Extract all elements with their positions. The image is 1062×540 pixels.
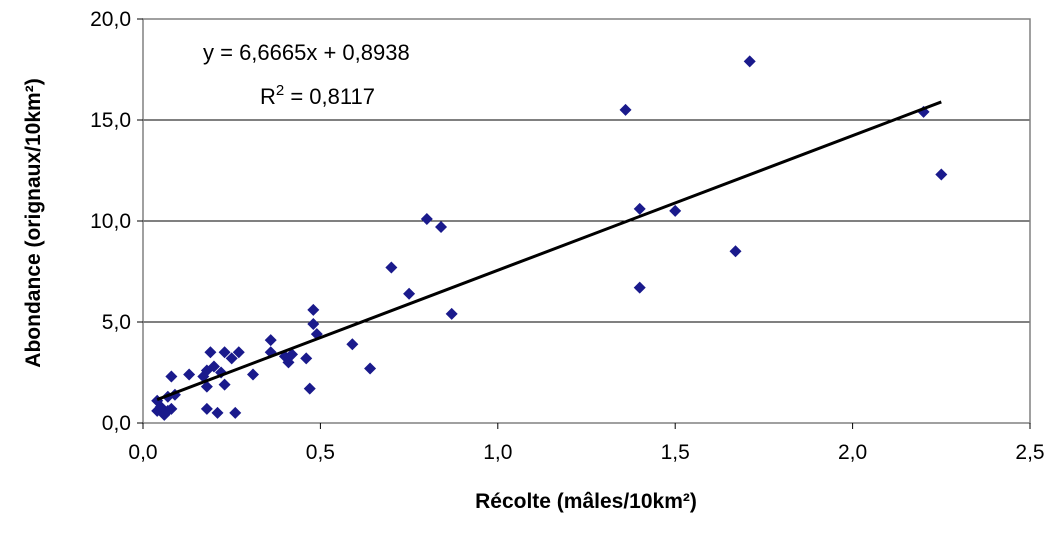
data-point — [232, 346, 245, 359]
data-point — [165, 370, 178, 383]
x-tick-label: 2,5 — [1015, 441, 1044, 464]
data-point — [200, 380, 213, 393]
y-axis-title: Abondance (orignaux/10km²) — [22, 78, 45, 367]
data-point — [346, 338, 359, 351]
data-point — [204, 346, 217, 359]
data-point — [385, 261, 398, 274]
data-point — [286, 348, 299, 361]
data-points — [151, 55, 948, 421]
y-tick-label: 5,0 — [102, 311, 131, 334]
data-point — [669, 204, 682, 217]
y-tick-label: 15,0 — [90, 109, 131, 132]
data-point — [225, 352, 238, 365]
x-tick-label: 1,0 — [483, 441, 512, 464]
regression-equation: y = 6,6665x + 0,8938 — [203, 40, 410, 65]
trend-line — [156, 100, 942, 401]
r-squared-label: R2 = 0,8117 — [260, 82, 375, 109]
y-tick-label: 20,0 — [90, 8, 131, 31]
data-point — [211, 406, 224, 419]
x-tick-label: 0,5 — [306, 441, 335, 464]
r-squared-value: = 0,8117 — [284, 84, 375, 109]
x-axis-ticks: 0,0 0,5 1,0 1,5 2,0 2,5 — [128, 423, 1045, 464]
data-point — [633, 202, 646, 215]
y-tick-label: 0,0 — [102, 412, 131, 435]
data-point — [218, 378, 231, 391]
data-point — [183, 368, 196, 381]
y-tick-label: 10,0 — [90, 210, 131, 233]
data-point — [420, 212, 433, 225]
grid-lines — [143, 119, 1030, 323]
data-point — [229, 406, 242, 419]
data-point — [619, 103, 632, 116]
data-point — [307, 318, 320, 331]
data-point — [207, 360, 220, 373]
data-point — [743, 55, 756, 68]
data-point — [364, 362, 377, 375]
data-point — [445, 307, 458, 320]
data-point — [303, 382, 316, 395]
data-point — [435, 221, 448, 234]
x-axis-title: Récolte (mâles/10km²) — [475, 490, 697, 513]
data-point — [200, 402, 213, 415]
data-point — [633, 281, 646, 294]
data-point — [307, 303, 320, 316]
data-point — [246, 368, 259, 381]
data-point — [264, 334, 277, 347]
data-point — [729, 245, 742, 258]
data-point — [300, 352, 313, 365]
data-point — [218, 346, 231, 359]
y-axis-ticks: 0,0 5,0 10,0 15,0 20,0 — [90, 8, 143, 435]
x-tick-label: 1,5 — [661, 441, 690, 464]
data-point — [935, 168, 948, 181]
x-tick-label: 2,0 — [838, 441, 867, 464]
r-squared-superscript: 2 — [276, 82, 284, 99]
x-tick-label: 0,0 — [128, 441, 157, 464]
data-point — [403, 287, 416, 300]
r-squared-prefix: R — [260, 84, 276, 109]
data-point — [165, 402, 178, 415]
